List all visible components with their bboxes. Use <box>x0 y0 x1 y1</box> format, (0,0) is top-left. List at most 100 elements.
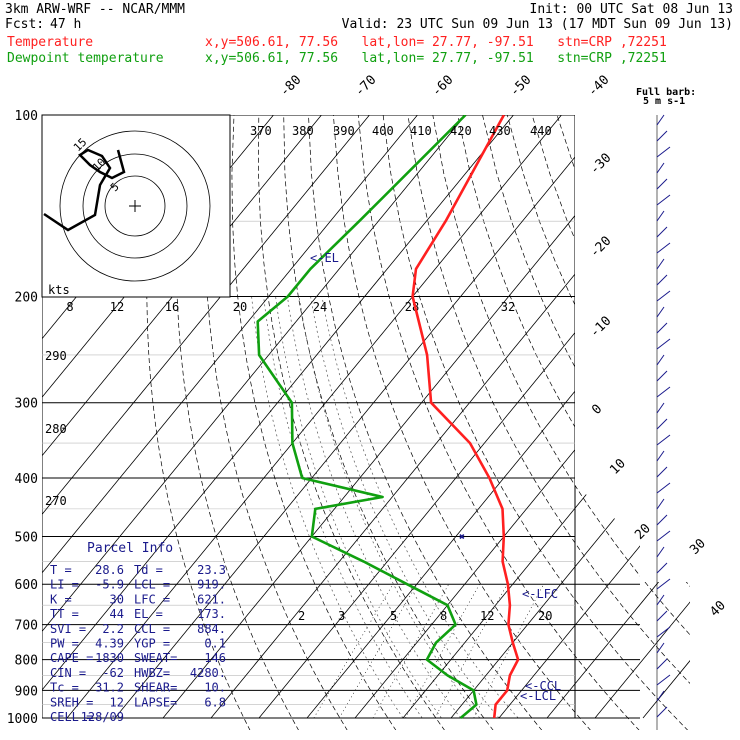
isotherm <box>210 115 690 719</box>
wind-barb <box>656 242 671 254</box>
parcel-label: LI = <box>50 578 79 592</box>
isotherm-label: 10 <box>607 456 629 478</box>
parcel-value: 28.6 <box>95 563 124 577</box>
wind-barb <box>656 146 671 158</box>
hodograph-speed-label: 8 <box>66 300 73 314</box>
hodograph-trace <box>43 148 126 232</box>
parcel-value: 4280. <box>190 666 226 680</box>
isotherm <box>162 115 658 719</box>
parcel-label: HWBZ= <box>134 666 170 680</box>
wind-barb <box>656 626 671 638</box>
parcel-label: SHEAR= <box>134 681 177 695</box>
parcel-value: 884. <box>197 622 226 636</box>
barb-legend-value: 5 m s-1 <box>643 96 685 107</box>
pressure-label-400: 400 <box>15 472 38 487</box>
mixing-ratio-line <box>313 584 394 719</box>
parcel-label: EL = <box>134 607 163 621</box>
wind-barb <box>656 514 668 526</box>
dry-adiabat <box>175 115 300 730</box>
parcel-label: K = <box>50 592 72 606</box>
dry-adiabat <box>258 115 446 730</box>
parcel-value: 12 <box>110 695 124 709</box>
wind-barb <box>656 338 671 350</box>
mixing-ratio-label: 2 <box>298 609 305 623</box>
parcel-value: 44 <box>110 607 124 621</box>
dry-adiabat <box>204 115 348 730</box>
isotherm-label: 40 <box>707 598 729 620</box>
dewpoint-legend: Dewpoint temperature <box>7 51 164 66</box>
dry-adiabat <box>432 115 690 730</box>
parcel-label: SWEAT= <box>134 651 177 665</box>
isotherm-label: -40 <box>585 73 612 100</box>
level-annotation: <-EL <box>310 251 339 265</box>
dry-adiabat <box>556 115 690 730</box>
dry-adiabat <box>482 115 690 730</box>
mixing-ratio-label: 5 <box>390 609 397 623</box>
moist-adiabat <box>310 296 500 719</box>
wind-barb <box>656 610 668 622</box>
parcel-label: CCL = <box>134 622 170 636</box>
wind-barb <box>656 498 665 510</box>
dry-adiabat-label: 430 <box>489 124 511 138</box>
hodograph-speed-label: 20 <box>233 300 247 314</box>
wind-barb <box>656 130 668 142</box>
isotherm-label: -10 <box>587 314 614 341</box>
isotherm <box>42 115 466 719</box>
forecast-label: Fcst: <box>5 17 45 32</box>
dry-adiabat-label: 290 <box>45 349 67 363</box>
wind-barb <box>656 466 668 478</box>
hodograph-ring <box>104 175 166 237</box>
moist-adiabat <box>251 296 404 719</box>
parcel-label: SVI = <box>50 622 86 636</box>
dewpoint-trace <box>256 115 478 719</box>
dry-adiabat-label: 400 <box>372 124 394 138</box>
isotherm-label: 20 <box>632 521 654 543</box>
isotherm-label: -60 <box>429 73 456 100</box>
parcel-value: 4.39 <box>95 637 124 651</box>
isotherm <box>114 115 610 719</box>
mixing-ratio-label: 8 <box>440 609 447 623</box>
parcel-label: TT = <box>50 607 79 621</box>
pressure-label-1000: 1000 <box>7 712 38 727</box>
parcel-value: 1830 <box>95 651 124 665</box>
dry-adiabat <box>382 115 689 730</box>
mixing-ratio-label: 3 <box>338 609 345 623</box>
parcel-label: YGP = <box>134 637 170 651</box>
isotherm <box>306 115 690 719</box>
pressure-label-900: 900 <box>15 684 38 699</box>
parcel-value: 6.8 <box>204 695 226 709</box>
isotherm <box>42 115 514 719</box>
mixing-ratio-line <box>338 584 418 719</box>
dry-adiabat <box>308 115 543 730</box>
parcel-value: 31.2 <box>95 681 124 695</box>
dry-adiabat <box>506 115 690 730</box>
wind-barb <box>656 706 668 718</box>
mixing-ratio-label: 20 <box>538 609 552 623</box>
parcel-value: -5.9 <box>95 578 124 592</box>
dewpoint-location: x,y=506.61, 77.56 lat,lon= 27.77, -97.51… <box>205 51 667 66</box>
wind-barb <box>656 370 668 382</box>
wind-barb <box>656 306 665 318</box>
parcel-title: Parcel Info <box>87 541 173 556</box>
isotherm <box>42 115 322 719</box>
wind-barb <box>656 530 671 542</box>
pressure-label-600: 600 <box>15 578 38 593</box>
valid-time: Valid: 23 UTC Sun 09 Jun 13 (17 MDT Sun … <box>341 17 733 32</box>
dry-adiabat <box>283 115 494 730</box>
parcel-label: LCL = <box>134 578 170 592</box>
wind-barb <box>656 674 671 686</box>
wind-barb <box>656 658 668 670</box>
level-annotation: <-CCL <box>525 679 561 693</box>
init-time: Init: 00 UTC Sat 08 Jun 13 <box>529 2 734 17</box>
parcel-label: SREH = <box>50 695 93 709</box>
isotherm <box>66 115 562 719</box>
parcel-value: -62 <box>102 666 124 680</box>
wind-barb <box>656 258 665 270</box>
barb-legend-title: Full barb: <box>636 87 696 98</box>
isotherm <box>450 115 690 719</box>
dry-adiabat <box>146 115 251 730</box>
hodograph-ring <box>82 153 188 259</box>
parcel-value: 0.1 <box>204 637 226 651</box>
parcel-marker: ✖ <box>459 532 465 543</box>
